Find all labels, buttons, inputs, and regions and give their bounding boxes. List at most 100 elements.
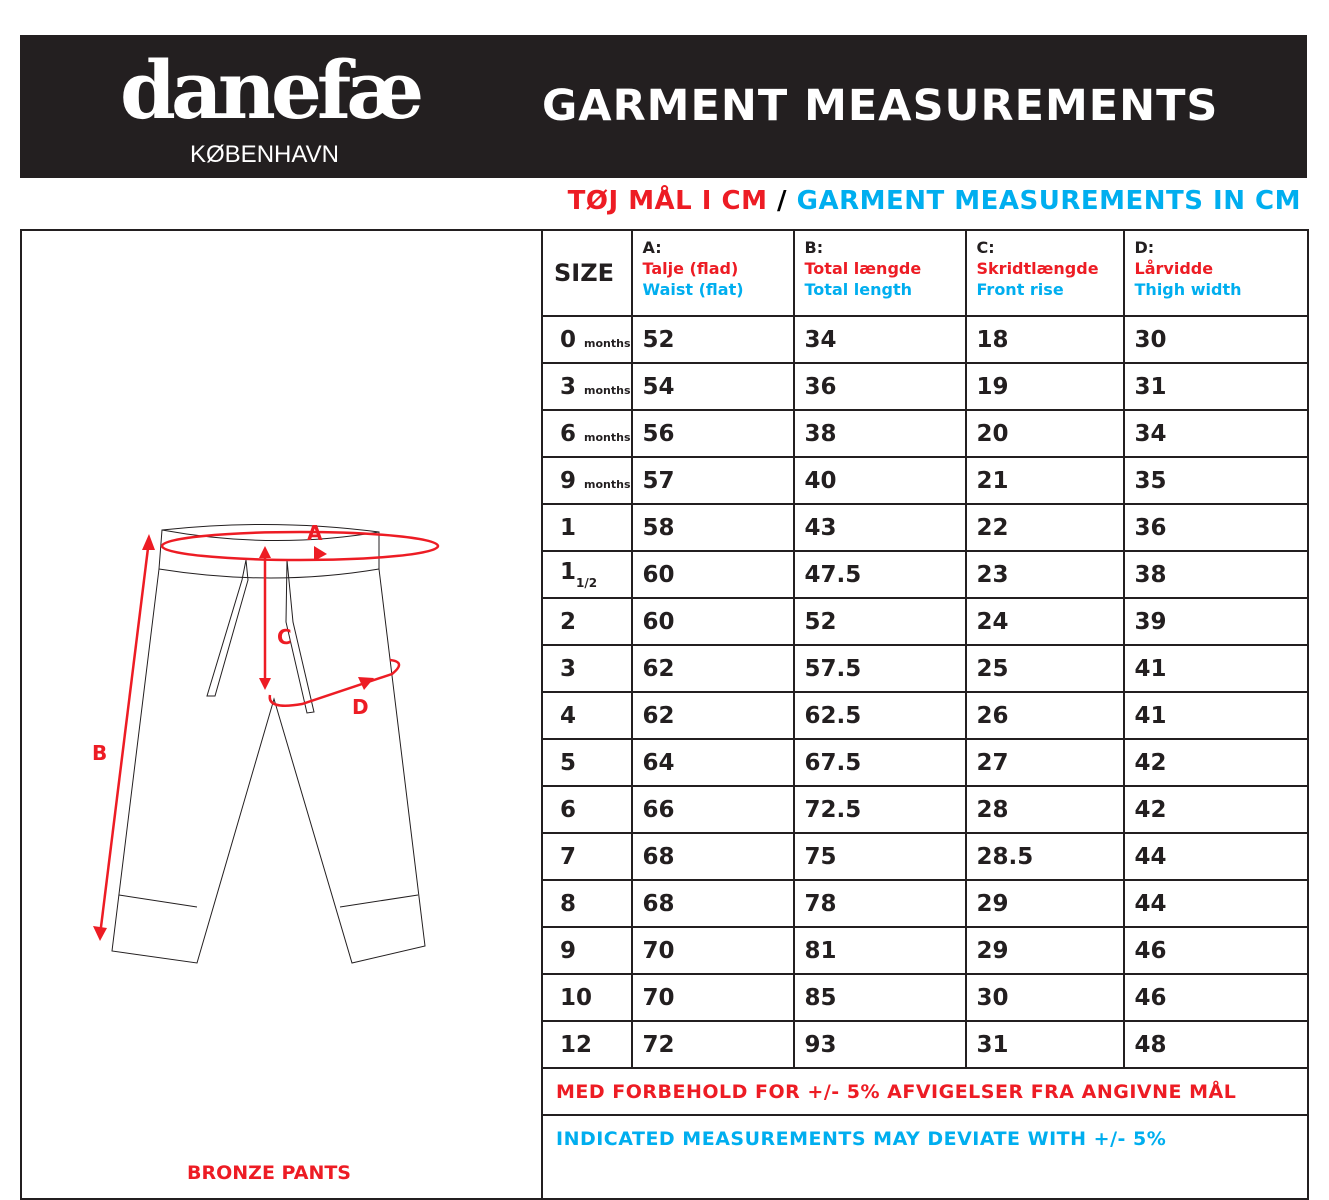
drawstring-right <box>285 559 315 714</box>
measure-d-cell: 38 <box>1122 550 1307 599</box>
table-row: 2 60 52 24 39 <box>542 597 1307 646</box>
waist-measure-a <box>160 530 440 562</box>
measure-d-cell: 41 <box>1122 644 1307 693</box>
measure-c-cell: 18 <box>964 315 1125 364</box>
measure-d-cell: 36 <box>1122 503 1307 552</box>
measure-a-cell: 57 <box>630 456 795 505</box>
size-suffix: months <box>584 430 631 444</box>
measure-a-cell: 56 <box>630 409 795 458</box>
note-english-row: INDICATED MEASUREMENTS MAY DEVIATE WITH … <box>542 1114 1307 1161</box>
size-value: 7 <box>560 843 577 870</box>
cuff-right <box>339 894 419 908</box>
size-value: 1 <box>560 559 577 585</box>
size-table: SIZE A: Talje (flad) Waist (flat) B: Total … <box>542 231 1307 1161</box>
measure-b-cell: 52 <box>792 597 967 646</box>
table-row: 11/2 60 47.5 23 38 <box>542 550 1307 599</box>
table-row: 3 months 54 36 19 31 <box>542 362 1307 411</box>
size-cell: 3 months <box>542 362 633 411</box>
measure-a-cell: 54 <box>630 362 795 411</box>
measure-d-cell: 42 <box>1122 738 1307 787</box>
column-letter: D: <box>1134 238 1155 257</box>
measure-c-cell: 25 <box>964 644 1125 693</box>
table-row: 1 58 43 22 36 <box>542 503 1307 552</box>
measure-b-cell: 62.5 <box>792 691 967 740</box>
measure-a-cell: 62 <box>630 691 795 740</box>
subtitle-danish: TØJ MÅL I CM <box>567 186 768 216</box>
table-row: 6 66 72.5 28 42 <box>542 785 1307 834</box>
note-danish-row: MED FORBEHOLD FOR +/- 5% AFVIGELSER FRA … <box>542 1067 1307 1116</box>
measure-a-cell: 60 <box>630 597 795 646</box>
units-subtitle: TØJ MÅL I CM / GARMENT MEASUREMENTS IN C… <box>568 186 1301 216</box>
size-fraction: 1/2 <box>576 576 598 590</box>
measure-c-cell: 19 <box>964 362 1125 411</box>
column-english: Total length <box>804 280 913 299</box>
size-value: 12 <box>560 1031 593 1058</box>
measure-c-cell: 20 <box>964 409 1125 458</box>
column-header-c: C: Skridtlængde Front rise <box>964 231 1125 317</box>
subtitle-english: GARMENT MEASUREMENTS IN CM <box>796 186 1301 216</box>
measure-b-cell: 36 <box>792 362 967 411</box>
measure-c-cell: 24 <box>964 597 1125 646</box>
size-header: SIZE <box>542 231 633 317</box>
measure-c-cell: 28 <box>964 785 1125 834</box>
size-cell: 6 months <box>542 409 633 458</box>
column-english: Thigh width <box>1134 280 1242 299</box>
measure-d-cell: 46 <box>1122 926 1307 975</box>
measure-d-cell: 44 <box>1122 832 1307 881</box>
measure-b-cell: 93 <box>792 1020 967 1069</box>
measure-c-cell: 26 <box>964 691 1125 740</box>
size-suffix: months <box>584 336 631 350</box>
measure-a-cell: 60 <box>630 550 795 599</box>
waist-top <box>161 529 380 542</box>
measure-b-cell: 75 <box>792 832 967 881</box>
measure-b-cell: 57.5 <box>792 644 967 693</box>
size-cell: 9 months <box>542 456 633 505</box>
measure-b-cell: 40 <box>792 456 967 505</box>
measure-b-cell: 81 <box>792 926 967 975</box>
table-row: 10 70 85 30 46 <box>542 973 1307 1022</box>
measure-c-cell: 22 <box>964 503 1125 552</box>
table-header-row: SIZE A: Talje (flad) Waist (flat) B: Total … <box>542 231 1307 317</box>
product-name: BRONZE PANTS <box>187 1162 351 1184</box>
measure-c-cell: 31 <box>964 1020 1125 1069</box>
measure-c-cell: 29 <box>964 926 1125 975</box>
pants-outline <box>111 523 426 964</box>
brand-logo: danefæ <box>120 43 424 137</box>
label-b: B <box>92 741 107 765</box>
size-value: 6 <box>560 796 577 823</box>
column-letter: C: <box>976 238 995 257</box>
measure-a-cell: 70 <box>630 973 795 1022</box>
note-english: INDICATED MEASUREMENTS MAY DEVIATE WITH … <box>542 1114 1307 1161</box>
measure-b-cell: 72.5 <box>792 785 967 834</box>
size-value: 6 <box>560 420 577 447</box>
column-english: Front rise <box>976 280 1064 299</box>
size-value: 4 <box>560 702 577 729</box>
size-value: 9 <box>560 937 577 964</box>
measure-c-cell: 29 <box>964 879 1125 928</box>
size-cell: 2 <box>542 597 633 646</box>
column-header-d: D: Lårvidde Thigh width <box>1122 231 1307 317</box>
measure-b-cell: 78 <box>792 879 967 928</box>
note-danish: MED FORBEHOLD FOR +/- 5% AFVIGELSER FRA … <box>542 1067 1307 1116</box>
size-cell: 1 <box>542 503 633 552</box>
waistband-line <box>158 568 380 579</box>
column-danish: Total længde <box>804 259 922 278</box>
size-cell: 6 <box>542 785 633 834</box>
label-c: C <box>277 625 292 649</box>
page-title: GARMENT MEASUREMENTS <box>542 81 1219 131</box>
measure-d-cell: 41 <box>1122 691 1307 740</box>
brand-subtitle: KØBENHAVN <box>190 141 339 168</box>
length-measure-b <box>98 539 151 936</box>
table-row: 3 62 57.5 25 41 <box>542 644 1307 693</box>
measure-d-cell: 48 <box>1122 1020 1307 1069</box>
pants-diagram: A B C D <box>92 521 440 964</box>
size-value: 3 <box>560 655 577 682</box>
measure-a-cell: 62 <box>630 644 795 693</box>
measure-b-cell: 67.5 <box>792 738 967 787</box>
size-suffix: months <box>584 383 631 397</box>
size-cell: 4 <box>542 691 633 740</box>
measure-c-cell: 21 <box>964 456 1125 505</box>
measurement-sheet: A B C D BRONZE PANTS SIZE A: Talje (flad)… <box>20 229 1309 1200</box>
measure-d-cell: 31 <box>1122 362 1307 411</box>
measure-a-cell: 68 <box>630 832 795 881</box>
